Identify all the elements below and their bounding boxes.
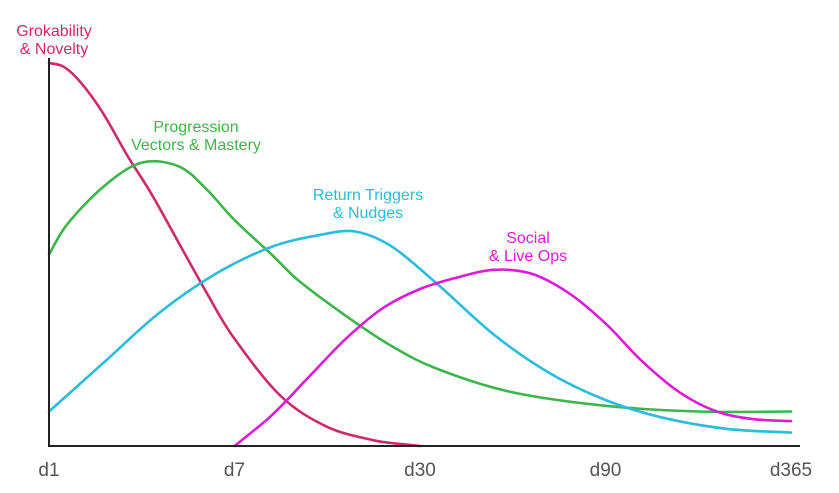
series-line-social-and-live-ops [233,268,793,448]
series-label-line: Return Triggers [313,187,423,204]
x-tick-label-d30: d30 [404,460,436,481]
series-label-line: Social [506,230,550,247]
series-label-line: & Nudges [333,205,403,222]
x-tick-label-d365: d365 [770,460,812,481]
series-label-return-triggers-and-nudges: Return Triggers & Nudges [313,187,423,222]
series-label-line: Progression [153,119,238,136]
series-line-grokability-and-novelty [47,61,422,448]
series-label-line: & Live Ops [489,248,567,265]
series-label-progression-vectors-and-mastery: Progression Vectors & Mastery [131,119,261,154]
x-tick-label-d7: d7 [224,460,245,481]
series-line-progression-vectors-and-mastery [47,159,793,414]
series-label-line: Vectors & Mastery [131,137,261,154]
series-labels: Grokability & Novelty Progression Vectors &… [16,23,567,265]
x-tick-label-d1: d1 [38,460,59,481]
series-label-line: Grokability [16,23,92,40]
series-label-social-and-live-ops: Social & Live Ops [489,230,567,265]
series-label-grokability-and-novelty: Grokability & Novelty [16,23,92,58]
series-line-return-triggers-and-nudges [47,229,793,434]
x-tick-labels: d1 d7 d30 d90 d365 [38,460,812,481]
curves-group [47,61,793,448]
series-label-line: & Novelty [20,41,88,58]
x-tick-label-d90: d90 [590,460,622,481]
